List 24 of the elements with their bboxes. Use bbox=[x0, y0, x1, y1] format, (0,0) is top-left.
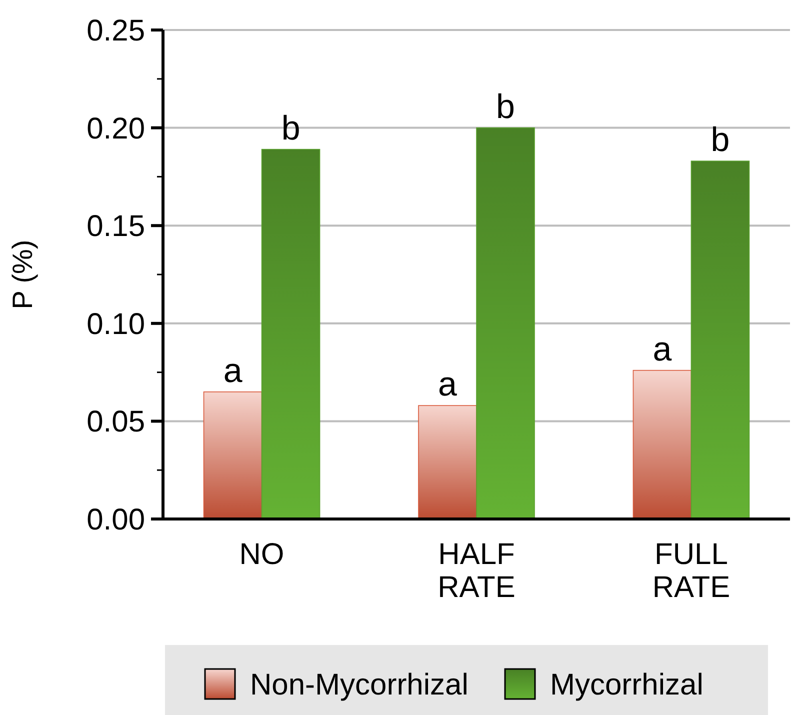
bar bbox=[261, 148, 320, 520]
annotation: a bbox=[652, 330, 672, 368]
annotation: b bbox=[496, 88, 515, 126]
annotation: a bbox=[438, 366, 458, 404]
y-tick-label: 0.20 bbox=[86, 112, 145, 146]
bar bbox=[690, 160, 750, 520]
y-tick-label: 0.05 bbox=[86, 406, 145, 439]
y-axis-title: P (%) bbox=[7, 240, 38, 310]
y-tick-label: 0.15 bbox=[86, 210, 145, 244]
annotation: b bbox=[281, 109, 300, 148]
y-tick-label: 0.10 bbox=[86, 308, 145, 341]
bar bbox=[203, 391, 262, 520]
x-tick-label: HALF RATE bbox=[438, 538, 516, 604]
annotation: b bbox=[710, 121, 730, 160]
legend-label: Non-Mycorrhizal bbox=[250, 668, 468, 702]
x-tick-label: NO bbox=[239, 538, 284, 571]
bar bbox=[476, 127, 535, 520]
legend-label: Mycorrhizal bbox=[550, 668, 704, 702]
y-tick-label: 0.00 bbox=[86, 504, 145, 536]
x-tick-label: FULL RATE bbox=[652, 538, 730, 604]
annotation: a bbox=[223, 352, 242, 390]
y-tick-label: 0.25 bbox=[86, 14, 145, 48]
bar bbox=[418, 405, 477, 520]
bar bbox=[632, 370, 692, 520]
